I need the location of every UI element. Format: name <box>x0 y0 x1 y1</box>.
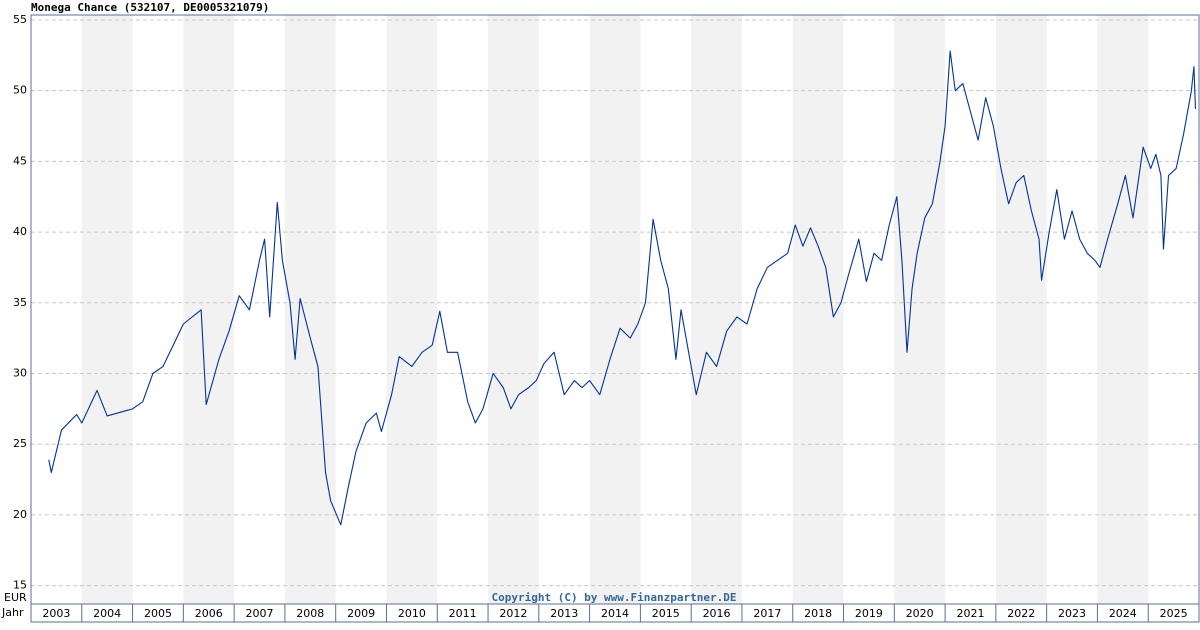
year-band <box>691 15 742 604</box>
x-tick-label: 2017 <box>753 607 781 620</box>
year-band <box>488 15 539 604</box>
x-tick-label: 2021 <box>956 607 984 620</box>
x-tick-label: 2024 <box>1109 607 1137 620</box>
x-tick-label: 2003 <box>42 607 70 620</box>
year-band <box>81 15 133 604</box>
x-tick-label: 2018 <box>804 607 832 620</box>
x-tick-label: 2008 <box>296 607 324 620</box>
chart-title: Monega Chance (532107, DE0005321079) <box>31 1 269 14</box>
x-tick-label: 2019 <box>855 607 883 620</box>
year-strip <box>30 603 1200 623</box>
x-tick-label: 2006 <box>195 607 223 620</box>
year-band <box>589 15 641 604</box>
y-tick-label: 30 <box>13 366 27 379</box>
x-tick-label: 2004 <box>93 607 121 620</box>
x-tick-label: 2022 <box>1007 607 1035 620</box>
year-band <box>995 15 1047 604</box>
year-band <box>1097 15 1149 604</box>
y-axis-label: EUR <box>4 591 27 604</box>
year-band <box>183 15 235 604</box>
y-tick-label: 15 <box>13 579 27 592</box>
x-tick-label: 2025 <box>1160 607 1188 620</box>
x-tick-label: 2023 <box>1058 607 1086 620</box>
copyright: Copyright (C) by www.Finanzpartner.DE <box>491 591 736 604</box>
y-tick-label: 40 <box>13 225 27 238</box>
y-tick-label: 35 <box>13 296 27 309</box>
y-tick-label: 45 <box>13 154 27 167</box>
x-tick-label: 2012 <box>499 607 527 620</box>
x-tick-label: 2011 <box>449 607 477 620</box>
year-band <box>792 15 844 604</box>
year-band <box>894 15 946 604</box>
price-line <box>48 50 1196 526</box>
x-tick-label: 2013 <box>550 607 578 620</box>
year-band <box>284 15 336 604</box>
x-tick-label: 2010 <box>398 607 426 620</box>
y-tick-label: 50 <box>13 84 27 97</box>
x-tick-label: 2015 <box>652 607 680 620</box>
x-tick-label: 2009 <box>347 607 375 620</box>
x-tick-label: 2014 <box>601 607 629 620</box>
y-tick-label: 55 <box>13 13 27 26</box>
y-tick-label: 20 <box>13 508 27 521</box>
x-axis-label: Jahr <box>1 606 24 619</box>
x-tick-label: 2005 <box>144 607 172 620</box>
x-tick-label: 2020 <box>906 607 934 620</box>
year-band <box>386 15 438 604</box>
x-tick-label: 2007 <box>246 607 274 620</box>
y-tick-label: 25 <box>13 437 27 450</box>
x-tick-label: 2016 <box>703 607 731 620</box>
